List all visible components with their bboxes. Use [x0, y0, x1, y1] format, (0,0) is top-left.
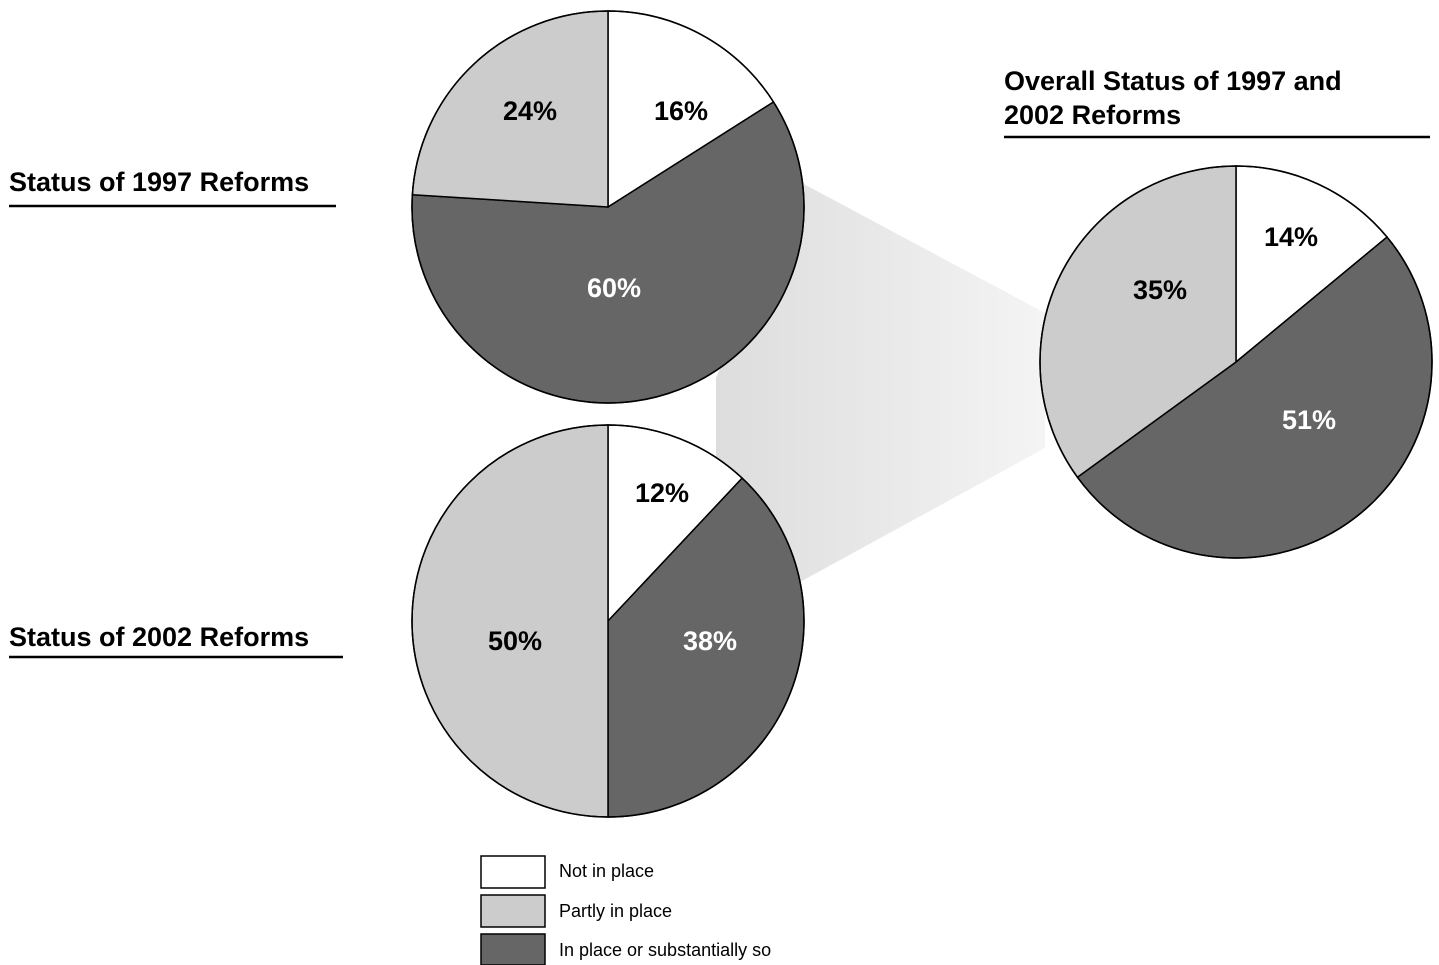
pie-overall-label-in-place: 51% [1282, 405, 1336, 435]
title-overall-line-1: Overall Status of 1997 and [1004, 66, 1342, 96]
title-1997-reforms: Status of 1997 Reforms [9, 167, 309, 197]
legend-label-in-place: In place or substantially so [559, 940, 771, 960]
pie-1997-label-not-in-place: 16% [654, 96, 708, 126]
pie-2002-slice-partly-in-place [411, 424, 609, 818]
pie-2002-label-in-place: 38% [683, 626, 737, 656]
pie-1997-label-in-place: 60% [587, 273, 641, 303]
pie-overall-label-partly-in-place: 35% [1133, 275, 1187, 305]
pie-overall: 14% 51% 35% [1039, 165, 1433, 559]
pie-overall-label-not-in-place: 14% [1264, 222, 1318, 252]
title-overall-line-2: 2002 Reforms [1004, 100, 1181, 130]
pie-1997: 16% 60% 24% [411, 10, 805, 404]
legend-swatch-not-in-place [480, 855, 546, 889]
pie-overall-outline [1039, 165, 1433, 559]
legend-swatch-partly-in-place [480, 894, 546, 928]
title-2002-reforms: Status of 2002 Reforms [9, 622, 309, 652]
legend-swatch-in-place [480, 933, 546, 965]
pie-2002-outline [411, 424, 805, 818]
pie-1997-outline [411, 10, 805, 404]
legend-label-partly-in-place: Partly in place [559, 901, 672, 921]
pie-2002-label-partly-in-place: 50% [488, 626, 542, 656]
connector-band [716, 182, 1045, 582]
pie-2002-label-not-in-place: 12% [635, 478, 689, 508]
legend-label-not-in-place: Not in place [559, 861, 654, 881]
legend: Not in place Partly in place In place or… [480, 855, 771, 965]
pie-1997-label-partly-in-place: 24% [503, 96, 557, 126]
pie-2002: 12% 38% 50% [411, 424, 805, 818]
